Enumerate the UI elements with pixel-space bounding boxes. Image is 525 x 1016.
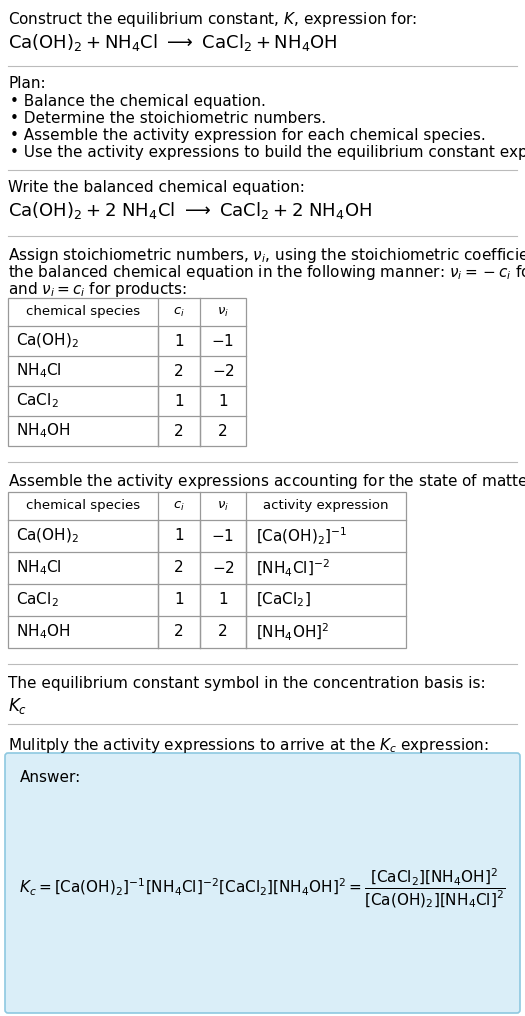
Text: 1: 1 [218,592,228,608]
Text: $\mathrm{NH_4OH}$: $\mathrm{NH_4OH}$ [16,623,70,641]
Text: $-1$: $-1$ [212,528,235,544]
Text: $-1$: $-1$ [212,333,235,350]
Text: activity expression: activity expression [263,500,388,512]
Text: • Determine the stoichiometric numbers.: • Determine the stoichiometric numbers. [10,111,326,126]
Text: 1: 1 [174,333,184,348]
Text: $\mathrm{NH_4OH}$: $\mathrm{NH_4OH}$ [16,422,70,440]
Text: • Balance the chemical equation.: • Balance the chemical equation. [10,94,266,109]
Text: $\mathrm{NH_4Cl}$: $\mathrm{NH_4Cl}$ [16,362,62,380]
Text: $-2$: $-2$ [212,560,235,576]
Text: 2: 2 [174,561,184,575]
Text: Plan:: Plan: [8,76,46,91]
Text: 2: 2 [174,424,184,439]
Text: Write the balanced chemical equation:: Write the balanced chemical equation: [8,180,305,195]
Text: $\nu_i$: $\nu_i$ [217,500,229,512]
Text: $[\mathrm{CaCl_2}]$: $[\mathrm{CaCl_2}]$ [256,590,311,610]
Text: $[\mathrm{NH_4OH}]^2$: $[\mathrm{NH_4OH}]^2$ [256,622,330,642]
Text: $K_c$: $K_c$ [8,696,27,716]
Text: $-2$: $-2$ [212,363,235,379]
Text: $\mathrm{Ca(OH)_2}$: $\mathrm{Ca(OH)_2}$ [16,527,79,546]
Bar [8,298,246,446]
Text: The equilibrium constant symbol in the concentration basis is:: The equilibrium constant symbol in the c… [8,676,486,691]
Text: and $\nu_i = c_i$ for products:: and $\nu_i = c_i$ for products: [8,280,187,299]
Text: $\mathrm{Ca(OH)_2 + NH_4Cl\ \longrightarrow\ CaCl_2 + NH_4OH}$: $\mathrm{Ca(OH)_2 + NH_4Cl\ \longrightar… [8,31,338,53]
FancyBboxPatch shape [5,753,520,1013]
Text: 1: 1 [174,528,184,544]
Text: $\nu_i$: $\nu_i$ [217,306,229,319]
Text: $K_c = [\mathrm{Ca(OH)_2}]^{-1}[\mathrm{NH_4Cl}]^{-2}[\mathrm{CaCl_2}][\mathrm{N: $K_c = [\mathrm{Ca(OH)_2}]^{-1}[\mathrm{… [19,867,506,910]
Text: $\mathrm{Ca(OH)_2}$: $\mathrm{Ca(OH)_2}$ [16,332,79,351]
Text: chemical species: chemical species [26,306,140,318]
Text: 1: 1 [218,393,228,408]
Text: 2: 2 [218,625,228,639]
Text: Assign stoichiometric numbers, $\nu_i$, using the stoichiometric coefficients, $: Assign stoichiometric numbers, $\nu_i$, … [8,246,525,265]
Text: the balanced chemical equation in the following manner: $\nu_i = -c_i$ for react: the balanced chemical equation in the fo… [8,263,525,282]
Text: 2: 2 [174,625,184,639]
Text: • Use the activity expressions to build the equilibrium constant expression.: • Use the activity expressions to build … [10,145,525,160]
Text: $[\mathrm{Ca(OH)_2}]^{-1}$: $[\mathrm{Ca(OH)_2}]^{-1}$ [256,525,348,547]
Text: chemical species: chemical species [26,500,140,512]
Text: Assemble the activity expressions accounting for the state of matter and $\nu_i$: Assemble the activity expressions accoun… [8,472,525,491]
Text: • Assemble the activity expression for each chemical species.: • Assemble the activity expression for e… [10,128,486,143]
Text: Construct the equilibrium constant, $K$, expression for:: Construct the equilibrium constant, $K$,… [8,10,417,29]
Text: 1: 1 [174,592,184,608]
Bar [8,492,406,648]
Text: $c_i$: $c_i$ [173,306,185,319]
Text: 2: 2 [218,424,228,439]
Text: $\mathrm{CaCl_2}$: $\mathrm{CaCl_2}$ [16,391,59,410]
Text: $\mathrm{NH_4Cl}$: $\mathrm{NH_4Cl}$ [16,559,62,577]
Text: Mulitply the activity expressions to arrive at the $K_c$ expression:: Mulitply the activity expressions to arr… [8,736,489,755]
Text: Answer:: Answer: [20,770,81,785]
Text: $\mathrm{Ca(OH)_2 + 2\ NH_4Cl\ \longrightarrow\ CaCl_2 + 2\ NH_4OH}$: $\mathrm{Ca(OH)_2 + 2\ NH_4Cl\ \longrigh… [8,200,372,221]
Text: $\mathrm{CaCl_2}$: $\mathrm{CaCl_2}$ [16,590,59,610]
Text: 1: 1 [174,393,184,408]
Text: $[\mathrm{NH_4Cl}]^{-2}$: $[\mathrm{NH_4Cl}]^{-2}$ [256,558,330,578]
Text: 2: 2 [174,364,184,379]
Text: $c_i$: $c_i$ [173,500,185,512]
